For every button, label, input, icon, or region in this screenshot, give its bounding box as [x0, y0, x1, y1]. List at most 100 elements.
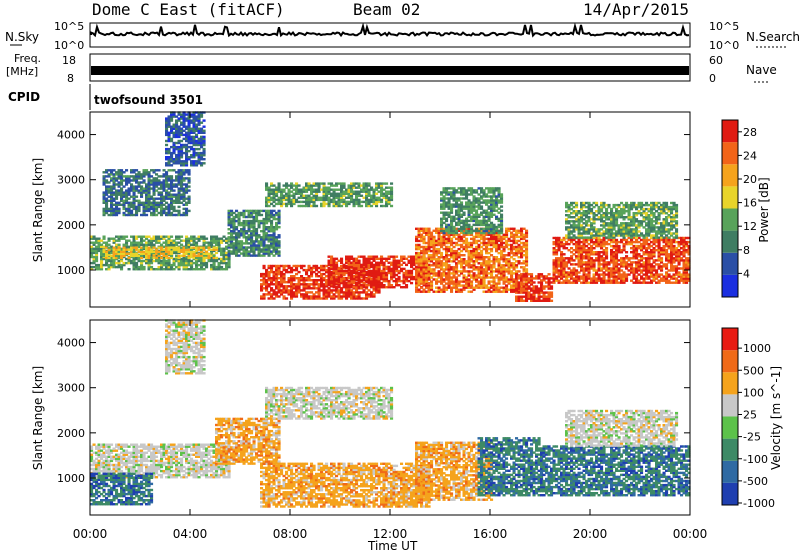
heat-cell — [447, 245, 451, 249]
heat-cell — [455, 280, 459, 283]
heat-cell — [312, 200, 316, 204]
heat-cell — [345, 279, 349, 282]
heat-cell — [97, 239, 101, 242]
heat-cell — [417, 262, 421, 265]
heat-cell — [272, 217, 276, 221]
heat-cell — [500, 276, 504, 279]
heat-cell — [415, 239, 419, 243]
heat-cell — [470, 215, 474, 218]
heat-cell — [247, 230, 251, 233]
heat-cell — [522, 245, 526, 249]
heat-cell — [457, 211, 461, 214]
heat-cell — [437, 260, 441, 263]
heat-cell — [367, 198, 371, 202]
heat-cell — [197, 263, 201, 267]
heat-cell — [450, 229, 454, 233]
heat-cell — [315, 279, 319, 282]
heat-cell — [222, 261, 226, 265]
heat-cell — [307, 287, 311, 290]
heat-cell — [337, 204, 341, 208]
heat-cell — [175, 246, 179, 249]
heat-cell — [230, 226, 234, 229]
heat-cell — [192, 239, 196, 242]
heat-cell — [287, 289, 291, 292]
heat-cell — [455, 205, 459, 208]
heat-cell — [345, 281, 349, 285]
heat-cell — [475, 280, 479, 283]
heat-cell — [460, 264, 464, 267]
heat-cell — [510, 276, 514, 279]
heat-cell — [100, 257, 104, 261]
heat-cell — [280, 202, 284, 206]
heat-cell — [257, 244, 261, 247]
heat-cell — [132, 246, 136, 249]
heat-cell — [262, 230, 266, 233]
heat-cell — [285, 202, 289, 206]
heat-cell — [212, 237, 216, 240]
heat-cell — [117, 243, 121, 246]
heat-cell — [305, 190, 309, 193]
heat-cell — [375, 273, 379, 277]
heat-cell — [475, 205, 479, 208]
heat-cell — [112, 246, 116, 249]
heat-cell — [432, 237, 436, 241]
heat-cell — [450, 211, 454, 214]
heat-cell — [145, 243, 149, 246]
heat-cell — [390, 286, 394, 289]
heat-cell — [235, 219, 239, 223]
heat-cell — [357, 286, 361, 289]
heat-cell — [132, 235, 136, 238]
heat-cell — [170, 254, 174, 257]
heat-cell — [175, 257, 179, 261]
heat-cell — [377, 186, 381, 189]
heat-cell — [460, 207, 464, 210]
heat-cell — [280, 281, 284, 284]
heat-cell — [485, 227, 489, 231]
heat-cell — [507, 288, 511, 291]
heat-cell — [262, 246, 266, 249]
heat-cell — [497, 211, 501, 214]
heat-cell — [347, 286, 351, 289]
heat-cell — [417, 260, 421, 263]
heat-cell — [480, 284, 484, 287]
heat-cell — [310, 275, 314, 278]
heat-cell — [367, 295, 371, 298]
heat-cell — [347, 196, 351, 199]
heat-cell — [332, 279, 336, 282]
heat-cell — [170, 252, 174, 255]
heat-cell — [270, 198, 274, 202]
heat-cell — [437, 249, 441, 253]
heat-cell — [407, 269, 411, 273]
heat-cell — [137, 257, 141, 261]
heat-cell — [105, 261, 109, 265]
heat-cell — [447, 286, 451, 289]
heat-cell — [497, 276, 501, 279]
heat-cell — [512, 262, 516, 265]
heat-cell — [325, 279, 329, 282]
heat-cell — [272, 226, 276, 229]
heat-cell — [190, 268, 194, 271]
heat-cell — [355, 295, 359, 298]
heat-cell — [297, 281, 301, 284]
heat-cell — [495, 286, 499, 289]
heat-cell — [322, 289, 326, 292]
heat-cell — [455, 284, 459, 287]
heat-cell — [470, 270, 474, 273]
heat-cell — [350, 182, 354, 185]
heat-cell — [285, 291, 289, 294]
heat-cell — [392, 269, 396, 273]
heat-cell — [522, 270, 526, 273]
heat-cell — [265, 287, 269, 290]
heat-cell — [505, 280, 509, 283]
heat-cell — [470, 237, 474, 241]
heat-cell — [300, 192, 304, 195]
heat-cell — [430, 241, 434, 245]
heat-cell — [230, 213, 234, 217]
heat-cell — [375, 284, 379, 287]
heat-cell — [117, 261, 121, 265]
heat-cell — [335, 286, 339, 289]
heat-cell — [257, 221, 261, 225]
heat-cell — [395, 259, 399, 262]
heat-cell — [327, 263, 331, 267]
heat-cell — [302, 190, 306, 193]
